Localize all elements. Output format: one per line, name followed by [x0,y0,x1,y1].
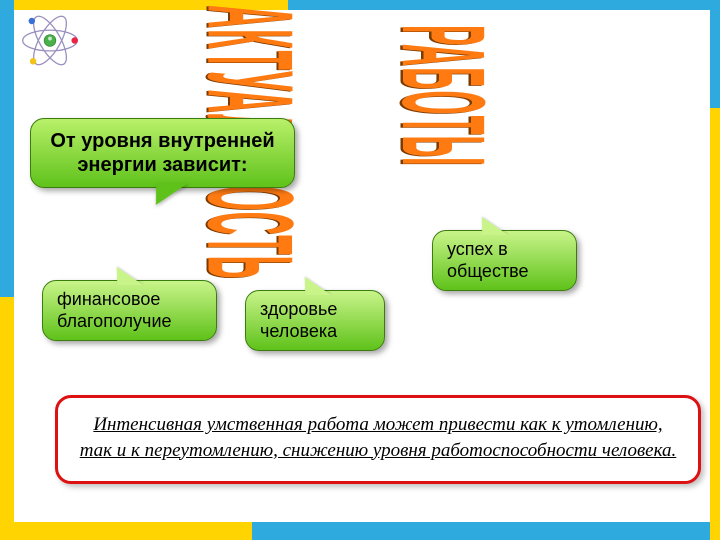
callout-society-tail [474,217,508,235]
callout-society-text: успех в обществе [447,239,529,281]
callout-finance: финансовое благополучие [42,280,217,341]
border-right [710,0,720,540]
border-top [0,0,720,10]
statement-box: Интенсивная умственная работа может прив… [55,395,701,484]
main-callout-text: От уровня внутренней энергии зависит: [50,130,274,176]
callout-finance-text: финансовое благополучие [57,289,172,331]
border-bottom [0,522,720,540]
main-callout: От уровня внутренней энергии зависит: [30,118,295,188]
border-left [0,0,14,540]
callout-health-text: здоровье человека [260,299,337,341]
statement-text: Интенсивная умственная работа может прив… [80,414,677,461]
slide: АКТУАЛЬНОСТЬ РАБОТЫ От уровня внутренней… [0,0,720,540]
callout-health-tail [297,277,331,295]
callout-health: здоровье человека [245,290,385,351]
callout-society: успех в обществе [432,230,577,291]
wordart-line-2: РАБОТЫ [376,25,513,167]
atom-icon [15,8,85,73]
callout-finance-tail [109,267,143,285]
